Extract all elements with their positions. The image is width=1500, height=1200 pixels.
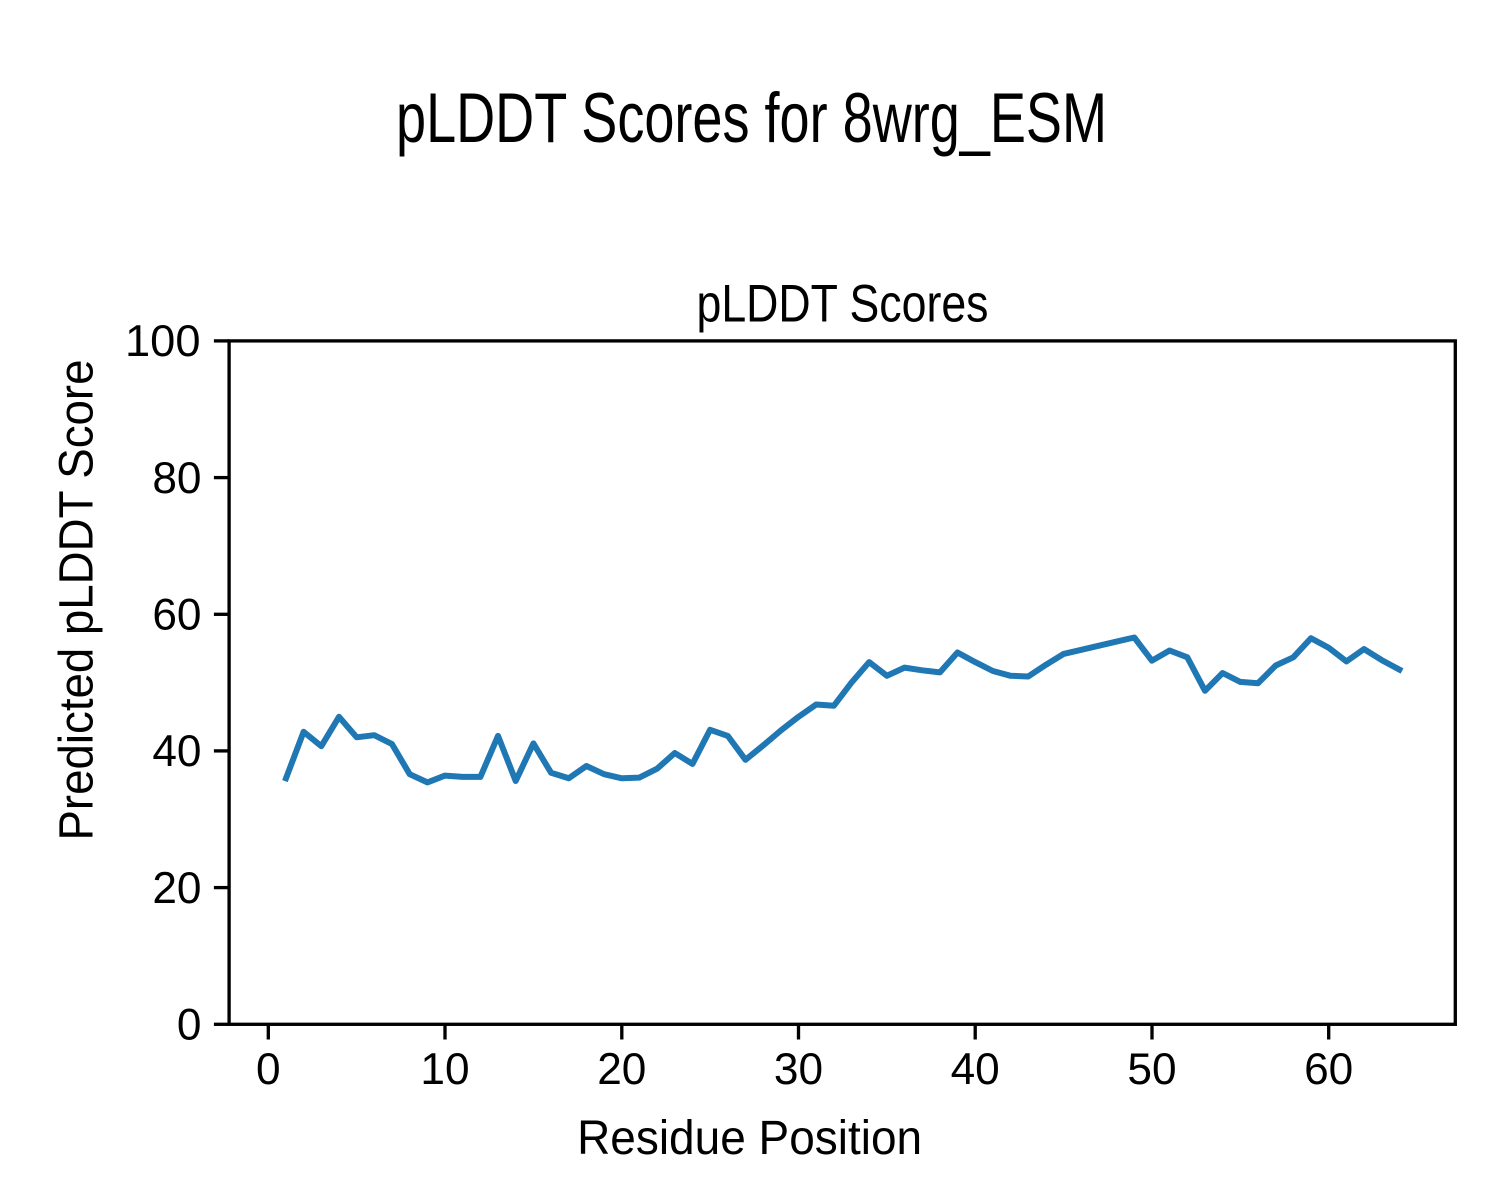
svg-text:30: 30 [774, 1045, 823, 1094]
svg-text:Residue Position: Residue Position [577, 1111, 922, 1165]
svg-text:Predicted pLDDT Score: Predicted pLDDT Score [50, 360, 104, 841]
svg-text:40: 40 [951, 1045, 1000, 1094]
svg-text:pLDDT Scores for 8wrg_ESM: pLDDT Scores for 8wrg_ESM [396, 78, 1107, 157]
svg-text:50: 50 [1127, 1045, 1176, 1094]
svg-text:0: 0 [177, 1001, 202, 1050]
svg-text:20: 20 [152, 864, 201, 913]
svg-text:40: 40 [152, 727, 201, 776]
svg-text:80: 80 [152, 454, 201, 503]
svg-text:pLDDT Scores: pLDDT Scores [697, 275, 989, 334]
svg-text:10: 10 [420, 1045, 469, 1094]
svg-text:100: 100 [125, 317, 201, 366]
svg-text:20: 20 [597, 1045, 646, 1094]
svg-text:60: 60 [152, 591, 201, 640]
svg-text:60: 60 [1304, 1045, 1353, 1094]
svg-text:0: 0 [256, 1045, 281, 1094]
